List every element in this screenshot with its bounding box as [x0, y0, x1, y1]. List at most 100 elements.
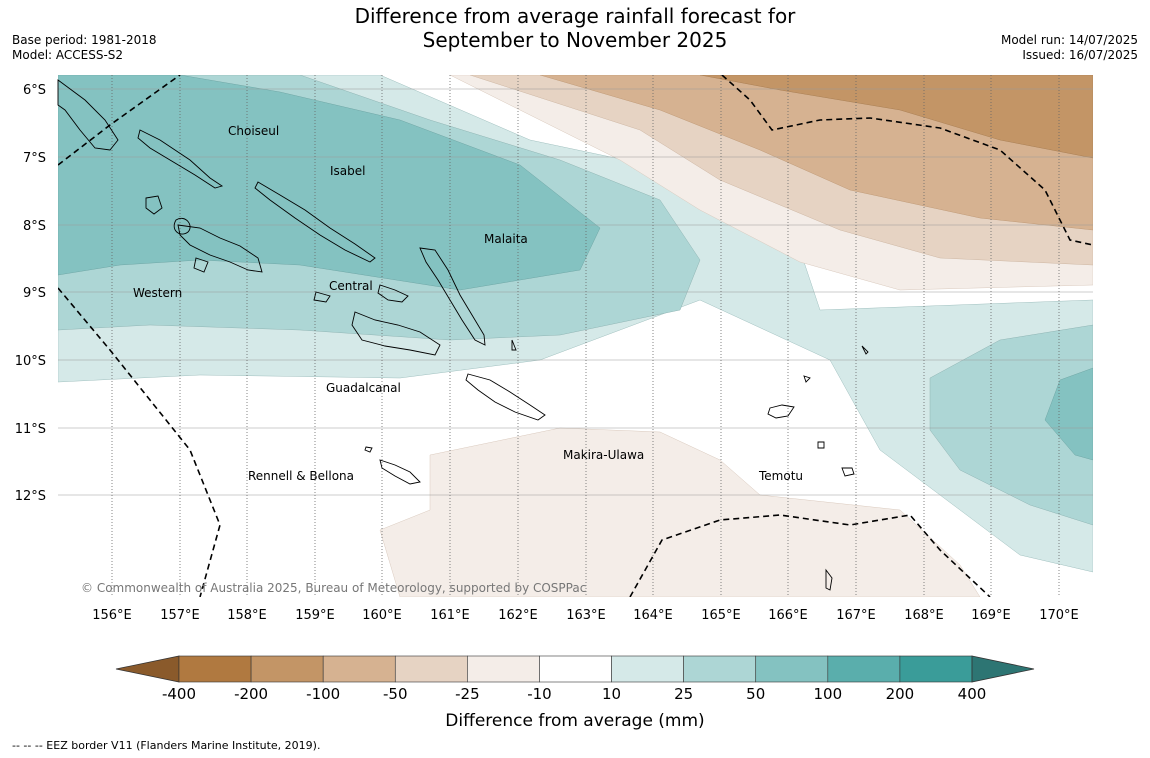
zone-neg10-25-south [379, 427, 981, 597]
meridians [111, 75, 1060, 597]
colorbar-tick-label: 25 [674, 685, 693, 703]
lon-label: 162°E [498, 608, 538, 623]
label-western: Western [133, 286, 182, 300]
colorbar-segment [899, 655, 973, 683]
lat-label: 12°S [15, 489, 46, 504]
lon-label: 163°E [566, 608, 606, 623]
bougainville-tip [57, 79, 119, 151]
colorbar-tick-label: -100 [306, 685, 340, 703]
lon-label: 164°E [633, 608, 673, 623]
lat-label: 10°S [15, 354, 46, 369]
colorbar-segment [683, 655, 757, 683]
lon-label: 161°E [430, 608, 470, 623]
label-isabel: Isabel [330, 164, 365, 178]
issued-date: Issued: 16/07/2025 [1022, 48, 1138, 62]
label-choiseul: Choiseul [228, 124, 279, 138]
lon-label: 157°E [160, 608, 200, 623]
zone-neg100-200 [699, 75, 1093, 159]
label-malaita: Malaita [484, 232, 528, 246]
model-run: Model run: 14/07/2025 [1000, 33, 1138, 47]
colorbar-tick-label: 10 [602, 685, 621, 703]
lon-label: 159°E [295, 608, 335, 623]
duff-islands [861, 345, 869, 355]
longitude-labels: 156°E 157°E 158°E 159°E 160°E 161°E 162°… [92, 608, 1079, 623]
bellona-island [364, 446, 373, 453]
rendova-island [193, 257, 209, 273]
tikopia-island [825, 568, 833, 591]
islands [57, 79, 869, 591]
lat-label: 6°S [23, 83, 46, 98]
lat-label: 7°S [23, 151, 46, 166]
colorbar-segment [827, 655, 901, 683]
lon-label: 170°E [1039, 608, 1079, 623]
vella-lavella-island [145, 195, 163, 215]
colorbar-segment [322, 655, 396, 683]
gridlines [58, 88, 1093, 496]
lon-label: 167°E [836, 608, 876, 623]
small-malaita-island [511, 339, 517, 351]
colorbar-tick-label: -10 [527, 685, 552, 703]
base-period: Base period: 1981-2018 [12, 33, 157, 47]
colorbar-tick-label: -400 [162, 685, 196, 703]
label-rennell-bellona: Rennell & Bellona [248, 469, 354, 483]
colorbar-tick-label: -200 [234, 685, 268, 703]
lon-label: 158°E [227, 608, 267, 623]
lon-label: 166°E [768, 608, 808, 623]
rennell-island [379, 459, 421, 485]
colorbar-tick-label: 100 [813, 685, 842, 703]
kolombangara-island [173, 218, 191, 235]
lon-label: 168°E [904, 608, 944, 623]
colorbar-tick-label: 50 [746, 685, 765, 703]
label-makira-ulawa: Makira-Ulawa [563, 448, 644, 462]
zone-25-50-east [929, 324, 1093, 526]
label-central: Central [329, 279, 373, 293]
lon-label: 165°E [701, 608, 741, 623]
eez-footnote: -- -- -- EEZ border V11 (Flanders Marine… [12, 739, 321, 752]
zone-50-100 [58, 75, 601, 291]
lat-label: 8°S [23, 219, 46, 234]
lat-label: 9°S [23, 286, 46, 301]
colorbar-segment [467, 655, 540, 683]
colorbar-tick-label: -25 [455, 685, 480, 703]
colorbar-segment [178, 655, 252, 683]
colorbar-segment [611, 655, 684, 683]
colorbar-segment [394, 655, 468, 683]
russell-islands [313, 291, 331, 303]
zone-50-100-east [1044, 367, 1093, 461]
latitude-labels: 6°S 7°S 8°S 9°S 10°S 11°S 12°S [15, 83, 46, 504]
santa-cruz-island [767, 404, 795, 419]
colorbar-segment [250, 655, 324, 683]
reef-islands [803, 375, 811, 383]
colorbar-tick-label: 200 [886, 685, 915, 703]
makira-island [465, 373, 546, 421]
choiseul-island [137, 129, 224, 189]
lat-label: 11°S [15, 422, 46, 437]
rainfall-anomaly-fill [58, 75, 1093, 597]
model-name: Model: ACCESS-S2 [12, 48, 124, 62]
new-georgia-islands [177, 224, 263, 273]
colorbar-label: Difference from average (mm) [445, 711, 704, 731]
colorbar-tick-label: 400 [958, 685, 987, 703]
lon-label: 160°E [362, 608, 402, 623]
colorbar-arrow-low [115, 655, 180, 683]
colorbar-segment [755, 655, 829, 683]
lon-label: 156°E [92, 608, 132, 623]
label-temotu: Temotu [758, 469, 803, 483]
florida-islands [377, 284, 409, 303]
copyright-notice: © Commonwealth of Australia 2025, Bureau… [81, 581, 586, 595]
guadalcanal-island [351, 311, 441, 356]
vanikoro-island [841, 467, 855, 477]
malaita-island [419, 247, 486, 346]
title-line-2: September to November 2025 [422, 28, 728, 52]
colorbar-arrow-high [971, 655, 1035, 683]
lon-label: 169°E [971, 608, 1011, 623]
label-guadalcanal: Guadalcanal [326, 381, 401, 395]
utupua-island [817, 441, 825, 449]
colorbar-tick-label: -50 [383, 685, 408, 703]
isabel-island [254, 181, 376, 263]
colorbar-segment [539, 655, 612, 683]
title-line-1: Difference from average rainfall forecas… [354, 4, 796, 28]
colorbar: -400 -200 -100 -50 -25 -10 10 25 50 100 200 400 [115, 655, 1035, 703]
eez-border [58, 75, 1093, 597]
